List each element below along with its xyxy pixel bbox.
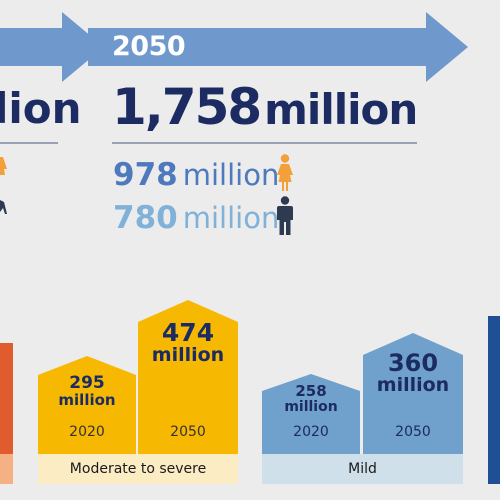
bar-year-label: 2020	[293, 424, 329, 440]
deep-blue-bar-partial	[488, 316, 500, 454]
left-total-unit: lion	[0, 84, 82, 133]
mild-2050-bar: 360 million 2050	[363, 333, 463, 454]
right-divider	[112, 142, 417, 144]
bar-value-unit: million	[58, 390, 116, 409]
mild-2020-bar: 258 million 2020	[262, 374, 360, 454]
timeline-arrow-right	[88, 12, 468, 82]
year-2050-label: 2050	[112, 31, 186, 62]
bar-year-label: 2050	[170, 424, 206, 440]
left-divider	[0, 142, 58, 144]
profound-strip-partial	[0, 454, 13, 484]
male-icon	[0, 200, 7, 214]
female-icon	[277, 154, 293, 191]
mild-2050-bar-shape	[363, 333, 463, 454]
profound-bar-partial	[0, 343, 13, 454]
category-label-moderate: Moderate to severe	[38, 454, 238, 484]
male-icon	[277, 196, 293, 235]
mild-2020-bar-shape	[262, 374, 360, 454]
male-unit: million	[182, 201, 280, 235]
category-label-mild: Mild	[262, 454, 463, 484]
male-row: 780 million	[113, 200, 279, 236]
bar-value-number: 258	[295, 382, 327, 400]
bar-value-number: 474	[161, 318, 215, 347]
female-icon	[0, 157, 7, 175]
total-unit: million	[264, 85, 418, 134]
bar-value-number: 295	[69, 373, 105, 393]
bar-value-unit: million	[376, 374, 450, 397]
total-2050: 1,758million	[112, 78, 418, 136]
moderate-2020-bar: 295 million 2020	[38, 356, 136, 454]
deep-blue-strip-partial	[488, 454, 500, 484]
female-number: 978	[113, 157, 178, 193]
female-row: 978 million	[113, 157, 279, 193]
moderate-2050-bar-shape	[138, 300, 238, 454]
male-number: 780	[113, 200, 178, 236]
bar-year-label: 2050	[395, 424, 431, 440]
bar-value-unit: million	[284, 398, 338, 415]
bar-value-number: 360	[387, 349, 439, 377]
bar-year-label: 2020	[69, 424, 105, 440]
moderate-2020-bar-shape	[38, 356, 136, 454]
total-number: 1,758	[112, 78, 262, 136]
moderate-2050-bar: 474 million 2050	[138, 300, 238, 454]
bar-value-unit: million	[151, 344, 225, 367]
female-unit: million	[182, 158, 280, 192]
timeline-arrow-left	[0, 12, 104, 82]
